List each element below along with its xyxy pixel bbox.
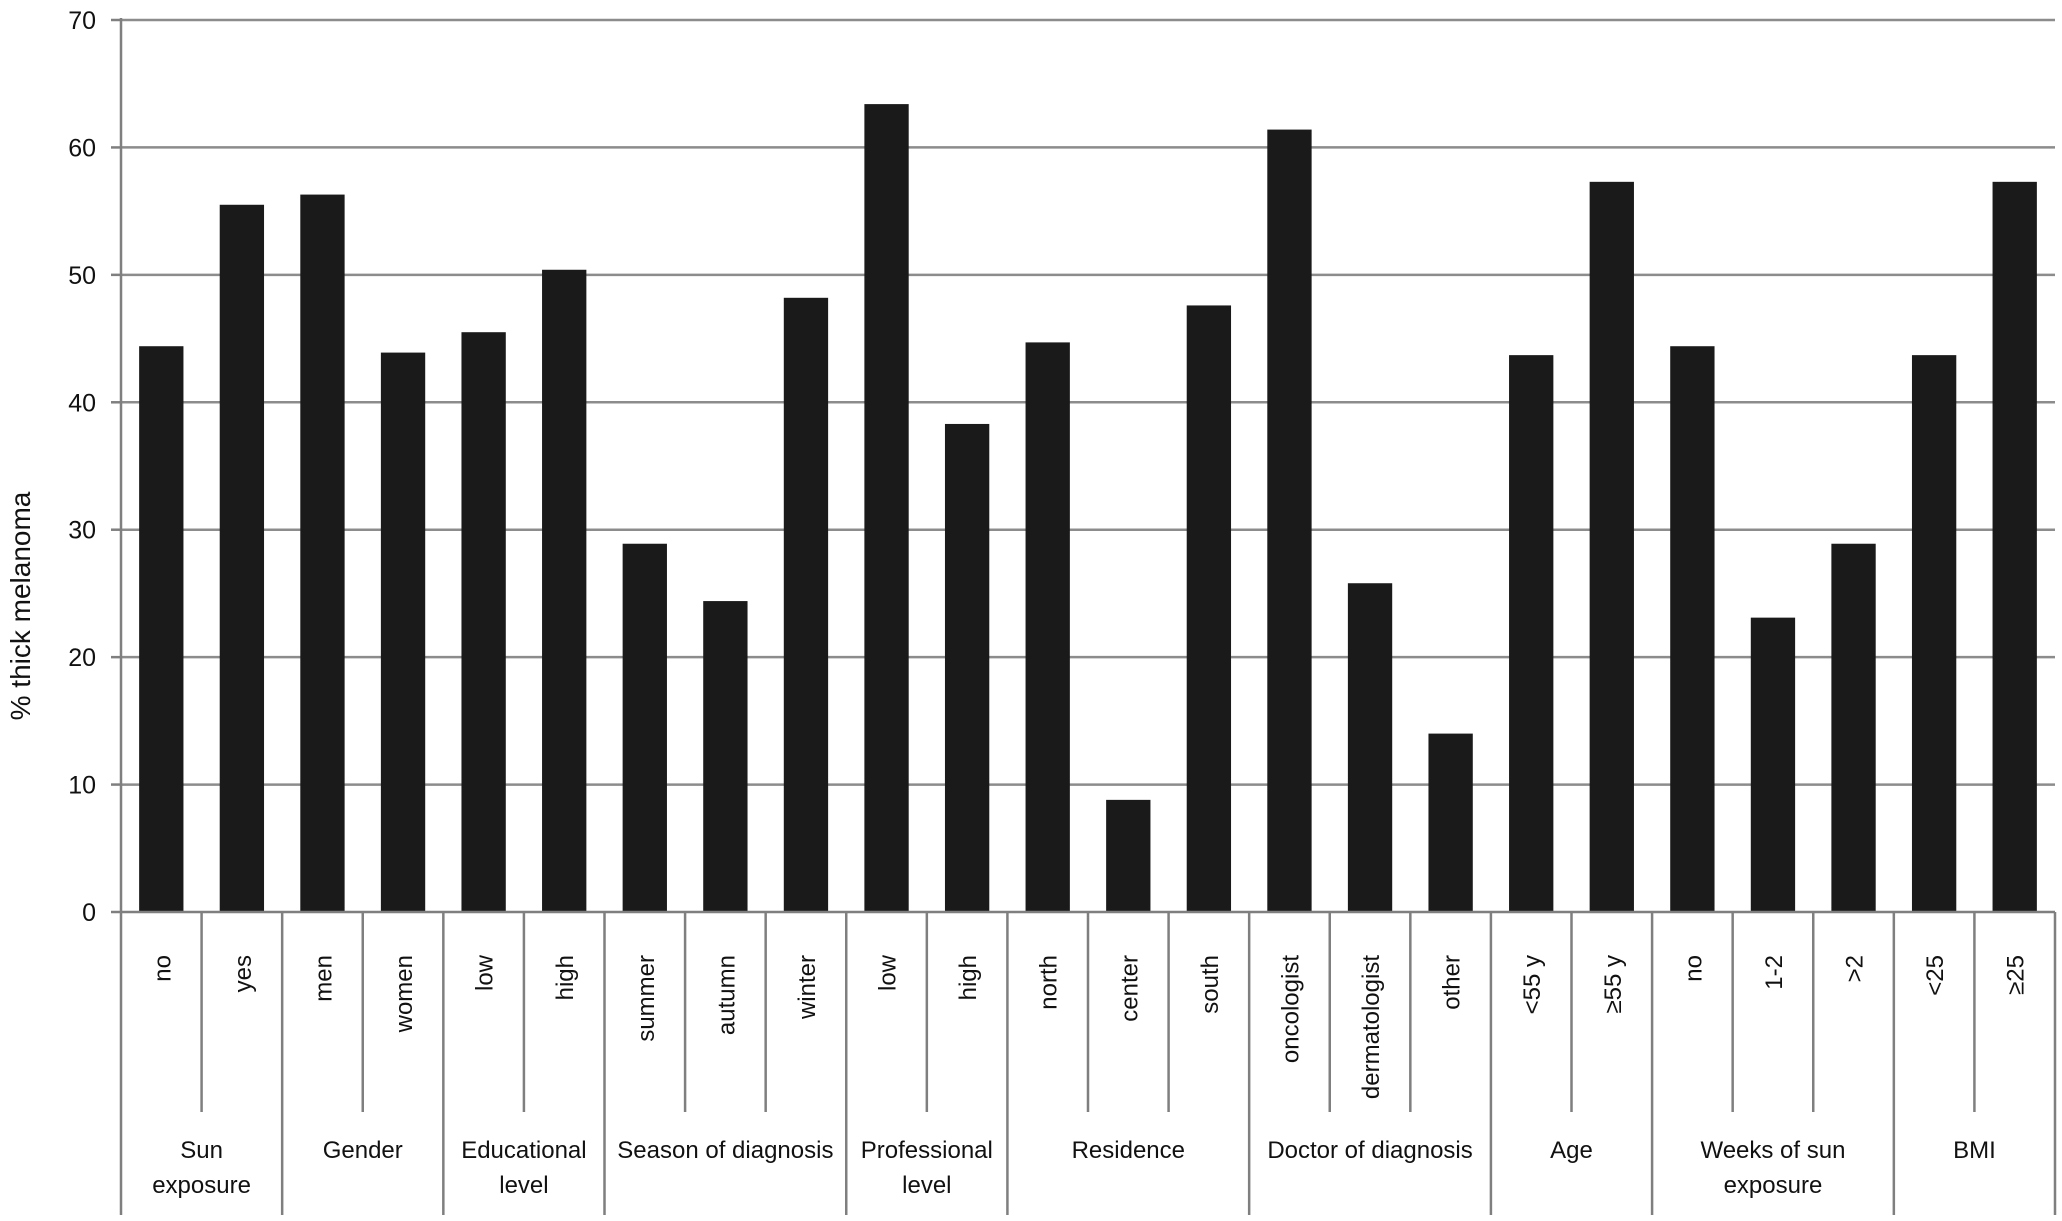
y-tick-labels: 0 10 20 30 40 50 60 70: [68, 7, 96, 927]
group-label: Sun: [180, 1137, 223, 1164]
y-tick-label: 30: [68, 517, 96, 545]
bar: [944, 423, 990, 912]
category-label: yes: [230, 955, 257, 992]
bar: [380, 352, 426, 912]
group-label: Weeks of sun: [1700, 1137, 1845, 1164]
group-label: Gender: [323, 1137, 403, 1164]
group-label: Educational: [461, 1137, 586, 1164]
y-tick-label: 0: [82, 899, 96, 927]
category-label: north: [1036, 955, 1063, 1010]
category-label: center: [1116, 955, 1143, 1022]
category-labels: no yes men women low high summer autumn winter lo…: [149, 954, 2029, 1099]
bar: [1347, 583, 1393, 912]
category-label: ≥55 y: [1600, 955, 1627, 1014]
bar: [1509, 355, 1554, 912]
bar: [1428, 733, 1473, 912]
gridlines: [121, 18, 2055, 786]
category-label: 1-2: [1761, 955, 1788, 990]
category-label: other: [1439, 955, 1466, 1010]
category-label: autumn: [713, 955, 740, 1035]
category-label: men: [310, 955, 337, 1002]
category-label: summer: [633, 955, 660, 1042]
group-label: exposure: [152, 1172, 251, 1199]
bar: [1025, 342, 1070, 912]
bar: [139, 346, 184, 912]
category-label: women: [391, 955, 418, 1033]
y-tick-label: 20: [68, 644, 96, 672]
category-label: no: [149, 955, 176, 982]
group-label: BMI: [1953, 1137, 1996, 1164]
category-label: no: [1680, 955, 1707, 982]
group-label: level: [902, 1172, 951, 1199]
category-label: >2: [1842, 955, 1869, 982]
bar: [542, 269, 587, 912]
category-label: south: [1197, 955, 1224, 1014]
y-tick-label: 70: [68, 7, 96, 35]
y-axis-label: % thick melanoma: [5, 491, 36, 720]
y-tick-label: 10: [68, 772, 96, 800]
axes: [111, 18, 2057, 1215]
bar: [622, 543, 667, 912]
group-label: exposure: [1724, 1172, 1823, 1199]
group-labels: Sun exposure Gender Educational level Season …: [152, 1137, 1996, 1199]
bar: [300, 194, 345, 912]
category-label: <25: [1922, 955, 1949, 996]
category-label: oncologist: [1277, 955, 1304, 1063]
bar: [864, 104, 909, 913]
group-label: Age: [1550, 1137, 1593, 1164]
bar: [1911, 355, 1957, 912]
bar: [1670, 346, 1715, 912]
bar: [1589, 181, 1634, 912]
category-label: winter: [794, 955, 821, 1020]
bar: [1992, 181, 2037, 912]
category-label: low: [875, 954, 902, 991]
bar: [1186, 305, 1232, 912]
category-label: <55 y: [1519, 955, 1546, 1014]
bar: [1106, 799, 1151, 912]
y-tick-label: 40: [68, 389, 96, 417]
bar: [461, 332, 506, 912]
bar: [703, 601, 748, 912]
bar: [783, 297, 829, 912]
bar: [1267, 129, 1312, 913]
group-label: level: [499, 1172, 548, 1199]
bar: [1750, 617, 1796, 912]
group-label: Doctor of diagnosis: [1267, 1137, 1472, 1164]
y-tick-label: 50: [68, 262, 96, 290]
bar: [219, 204, 265, 912]
y-tick-label: 60: [68, 134, 96, 162]
group-label: Season of diagnosis: [617, 1137, 833, 1164]
category-label: high: [955, 955, 982, 1000]
bars: [139, 104, 2037, 913]
category-label: ≥25: [2003, 955, 2030, 995]
group-label: Professional: [861, 1137, 993, 1164]
category-label: low: [472, 954, 499, 991]
category-label: dermatologist: [1358, 955, 1385, 1099]
group-label: Residence: [1072, 1137, 1185, 1164]
bar: [1831, 543, 1876, 912]
category-label: high: [552, 955, 579, 1000]
